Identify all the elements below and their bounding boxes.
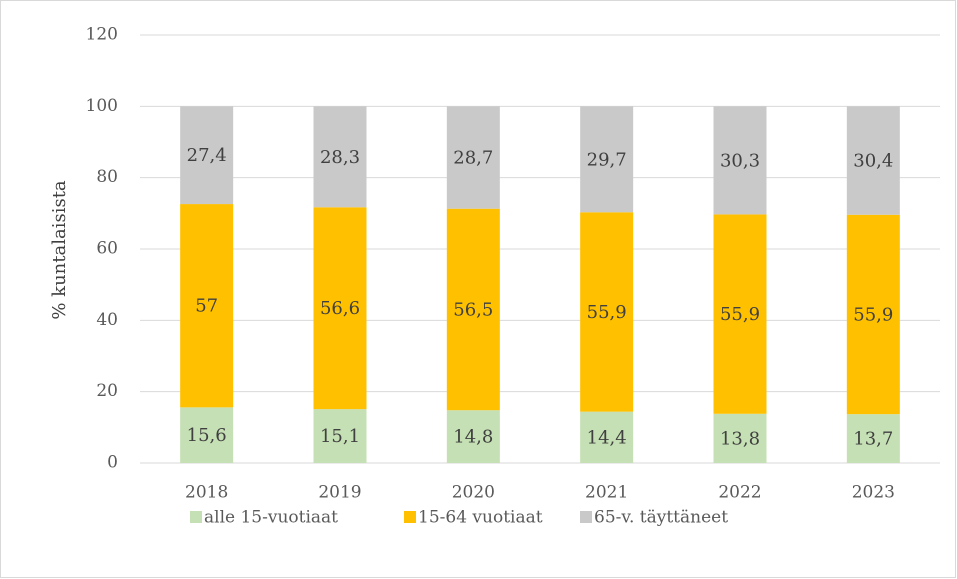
y-tick-label: 40: [96, 310, 118, 330]
x-tick-label: 2022: [718, 483, 761, 503]
data-label: 27,4: [187, 145, 227, 166]
legend-swatch: [190, 511, 202, 523]
bar-segment: [446, 410, 500, 463]
data-label: 55,9: [853, 304, 893, 325]
bar-segment: [446, 106, 500, 209]
x-tick-label: 2020: [452, 483, 495, 503]
bar-segment: [846, 214, 900, 415]
data-label: 28,7: [453, 148, 493, 169]
data-label: 30,4: [853, 151, 893, 172]
data-label: 13,8: [720, 428, 760, 449]
data-label: 57: [195, 296, 218, 317]
y-tick-label: 100: [86, 96, 118, 116]
y-axis-label: % kuntalaisista: [49, 180, 70, 320]
bar-segment: [713, 413, 767, 463]
data-label: 15,6: [187, 425, 227, 446]
bar-segment: [313, 409, 367, 463]
y-tick-label: 120: [86, 25, 118, 45]
x-tick-label: 2019: [318, 483, 361, 503]
legend-swatch: [404, 511, 416, 523]
bar-segment: [180, 204, 234, 408]
bar-segment: [846, 106, 900, 215]
data-label: 15,1: [320, 426, 360, 447]
bar-segment: [313, 106, 367, 208]
bar-segment: [580, 212, 634, 412]
x-tick-label: 2018: [185, 483, 228, 503]
data-label: 55,9: [720, 304, 760, 325]
bar-segment: [313, 207, 367, 410]
data-label: 13,7: [853, 429, 893, 450]
data-label: 14,4: [587, 427, 627, 448]
legend-label: alle 15-vuotiaat: [204, 508, 338, 528]
legend-label: 65-v. täyttäneet: [594, 508, 728, 528]
bar-segment: [180, 407, 234, 463]
data-label: 56,5: [453, 299, 493, 320]
data-label: 29,7: [587, 149, 627, 170]
x-tick-label: 2021: [585, 483, 628, 503]
data-label: 14,8: [453, 427, 493, 448]
bar-segment: [180, 106, 234, 205]
legend-swatch: [580, 511, 592, 523]
y-tick-label: 0: [107, 453, 118, 473]
data-label: 30,3: [720, 150, 760, 171]
bar-segment: [713, 214, 767, 414]
bar-segment: [713, 106, 767, 215]
bar-segment: [446, 208, 500, 411]
data-label: 56,6: [320, 298, 360, 319]
y-tick-label: 60: [96, 239, 118, 259]
y-tick-label: 20: [96, 381, 118, 401]
data-label: 55,9: [587, 302, 627, 323]
bar-segment: [580, 106, 634, 213]
data-label: 28,3: [320, 147, 360, 168]
legend-label: 15-64 vuotiaat: [418, 508, 543, 528]
bar-segment: [580, 411, 634, 463]
y-tick-label: 80: [96, 167, 118, 187]
bar-segment: [846, 414, 900, 463]
x-tick-label: 2023: [852, 483, 895, 503]
